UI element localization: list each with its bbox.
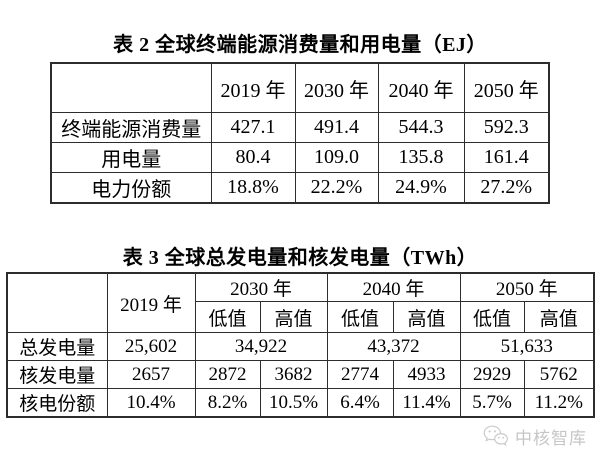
table2-header-2030: 2030 年: [294, 62, 379, 113]
watermark-brand: 中核智库: [483, 424, 587, 448]
table3-header-row-lowhigh: 低值 高值 低值 高值 低值 高值: [7, 301, 595, 333]
table3-cell: 25,602: [106, 332, 196, 361]
table3-row-total-generation: 总发电量 25,602 34,922 43,372 51,633: [6, 332, 595, 361]
table2-cell: 592.3: [463, 112, 550, 143]
table3-cell: 3682: [259, 360, 328, 389]
table3-cell: 2872: [194, 360, 261, 389]
table2-cell: 18.8%: [210, 172, 296, 204]
table2-cell: 161.4: [463, 142, 550, 173]
table3-cell: 11.4%: [392, 388, 461, 418]
row-label: 终端能源消费量: [50, 112, 212, 143]
table2-energy-consumption: 2019 年 2030 年 2040 年 2050 年 终端能源消费量 427.…: [50, 62, 550, 204]
table2-cell: 135.8: [377, 142, 465, 173]
table2-cell: 544.3: [377, 112, 465, 143]
table3-cell: 6.4%: [326, 388, 394, 418]
table3-cell: 2774: [326, 360, 394, 389]
table3-cell-merged: 43,372: [326, 332, 461, 361]
table2-cell: 80.4: [210, 142, 296, 173]
table3-cell: 10.5%: [259, 388, 328, 418]
table2-cell: 24.9%: [377, 172, 465, 204]
table2-corner-cell: [50, 62, 212, 113]
table2-row-final-energy: 终端能源消费量 427.1 491.4 544.3 592.3: [50, 112, 550, 143]
table3-header-row-years: 2019 年 2030 年 2040 年 2050 年: [6, 272, 595, 333]
table3-corner-cell: [6, 272, 108, 333]
subheader-low: 低值: [326, 301, 394, 333]
table3-cell: 2929: [459, 360, 525, 389]
table2-cell: 109.0: [294, 142, 379, 173]
table2-cell: 27.2%: [463, 172, 550, 204]
row-label: 电力份额: [50, 172, 212, 204]
table3-cell: 4933: [392, 360, 461, 389]
table2-cell: 22.2%: [294, 172, 379, 204]
table3-header-2040: 2040 年: [326, 272, 461, 302]
row-label: 总发电量: [6, 332, 108, 361]
watermark-brand-text: 中核智库: [515, 428, 587, 448]
table2-row-electricity-use: 用电量 80.4 109.0 135.8 161.4: [50, 142, 550, 173]
table3-header-2019: 2019 年: [106, 272, 196, 333]
subheader-low: 低值: [459, 301, 525, 333]
table2-header-2040: 2040 年: [377, 62, 465, 113]
table3-cell: 8.2%: [194, 388, 261, 418]
subheader-high: 高值: [523, 301, 595, 333]
table3-cell: 2657: [106, 360, 196, 389]
table2-cell: 491.4: [294, 112, 379, 143]
table3-row-nuclear-share: 核电份额 10.4% 8.2% 10.5% 6.4% 11.4% 5.7% 11…: [6, 388, 595, 418]
table2-cell: 427.1: [210, 112, 296, 143]
row-label: 核电份额: [6, 388, 108, 418]
table3-header-2030: 2030 年: [194, 272, 328, 302]
subheader-low: 低值: [194, 301, 261, 333]
table3-cell-merged: 34,922: [194, 332, 328, 361]
subheader-high: 高值: [259, 301, 328, 333]
table3-cell: 5762: [523, 360, 595, 389]
row-label: 用电量: [50, 142, 212, 173]
subheader-high: 高值: [392, 301, 461, 333]
table2-row-electricity-share: 电力份额 18.8% 22.2% 24.9% 27.2%: [50, 172, 550, 204]
row-label: 核发电量: [6, 360, 108, 389]
table3-cell-merged: 51,633: [459, 332, 595, 361]
table3-title: 表 3 全球总发电量和核发电量（TWh）: [122, 247, 478, 269]
table3-cell: 5.7%: [459, 388, 525, 418]
table2-title: 表 2 全球终端能源消费量和用电量（EJ）: [113, 34, 487, 56]
table3-cell: 11.2%: [523, 388, 595, 418]
table3-header-2050: 2050 年: [459, 272, 595, 302]
table2-header-row: 2019 年 2030 年 2040 年 2050 年: [50, 62, 550, 113]
table2-header-2050: 2050 年: [463, 62, 550, 113]
wechat-bubbles-icon: [483, 425, 508, 447]
table3-cell: 10.4%: [106, 388, 196, 418]
table3-row-nuclear-generation: 核发电量 2657 2872 3682 2774 4933 2929 5762: [6, 360, 595, 389]
table3-power-generation: 2019 年 2030 年 2040 年 2050 年 低值 高值 低值 高值 …: [6, 272, 596, 418]
table2-header-2019: 2019 年: [210, 62, 296, 113]
